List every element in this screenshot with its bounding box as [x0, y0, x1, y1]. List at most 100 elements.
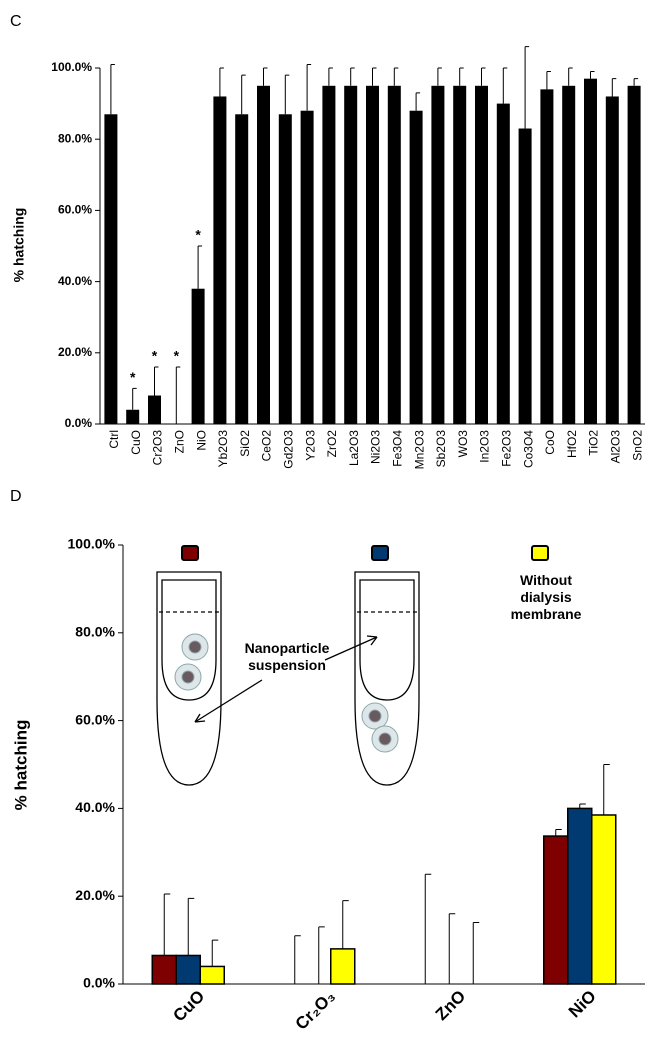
y-tick-label: 60.0% — [58, 203, 92, 217]
error-bar — [187, 897, 195, 956]
x-tick-label: Y2O3 — [303, 430, 317, 461]
error-bar — [568, 67, 573, 86]
membrane — [359, 579, 415, 701]
bar — [584, 78, 597, 425]
y-tick-label: 60.0% — [75, 711, 115, 727]
embryo-core — [368, 709, 382, 723]
bar — [213, 96, 227, 424]
x-tick-label: CeO2 — [260, 430, 274, 462]
significance-marker: * — [195, 227, 201, 243]
x-tick-label: Mn2O3 — [412, 430, 426, 470]
tube — [354, 571, 420, 786]
tube — [156, 571, 222, 786]
error-bar — [603, 764, 610, 815]
x-tick-label: HfO2 — [565, 430, 579, 458]
y-axis-title: % hatching — [11, 720, 30, 811]
error-bar — [350, 67, 355, 86]
embryo-core — [188, 640, 202, 654]
error-bar — [175, 366, 181, 424]
membrane — [161, 579, 217, 701]
error-bar — [590, 71, 595, 79]
significance-marker: * — [174, 348, 180, 364]
x-tick-label: Al2O3 — [608, 430, 622, 464]
x-tick-label: CoO — [543, 430, 557, 455]
arrow — [194, 679, 263, 723]
bar — [126, 409, 140, 424]
error-bar — [294, 935, 301, 984]
error-bar — [110, 63, 115, 115]
panel-label: D — [10, 488, 22, 505]
x-tick-label: SiO2 — [238, 430, 252, 457]
bar — [235, 114, 249, 424]
bar — [540, 89, 554, 425]
bar — [199, 965, 225, 985]
x-tick-label: Ni2O3 — [369, 430, 383, 464]
error-bar — [372, 67, 377, 86]
panel-label: C — [10, 13, 22, 30]
error-bar — [263, 67, 268, 86]
bar — [431, 85, 445, 425]
x-tick-label: ZnO — [172, 430, 186, 453]
error-bar — [219, 67, 224, 97]
error-bar — [472, 922, 480, 984]
embryos — [174, 633, 399, 753]
significance-marker: * — [152, 348, 158, 364]
bar — [409, 110, 423, 424]
x-tick-label: Gd2O3 — [281, 430, 295, 469]
error-bar — [424, 873, 432, 984]
bar — [627, 85, 641, 425]
error-bar — [437, 67, 442, 86]
y-tick-label: 100.0% — [51, 60, 92, 74]
error-bar — [524, 46, 530, 129]
bar — [453, 85, 467, 425]
error-bar — [154, 366, 159, 396]
legend-swatch — [531, 545, 549, 561]
embryo-core — [181, 670, 195, 684]
error-bar — [459, 67, 464, 86]
x-tick-label: TiO2 — [587, 430, 601, 456]
error-bar — [328, 67, 333, 86]
x-tick-label: NiO — [565, 987, 600, 1022]
bar — [300, 110, 314, 424]
bar — [366, 85, 379, 425]
error-bar — [163, 893, 171, 956]
error-bar — [284, 74, 290, 115]
error-bar — [211, 939, 219, 967]
x-tick-label: In2O3 — [478, 430, 492, 463]
bar — [518, 128, 532, 424]
error-bar — [318, 926, 325, 984]
y-tick-label: 0.0% — [83, 975, 115, 991]
arrow-head — [366, 635, 378, 646]
bar — [567, 807, 593, 985]
error-bar — [448, 913, 456, 984]
error-bar — [306, 63, 312, 111]
embryo-core — [378, 732, 392, 746]
error-bar — [633, 78, 639, 86]
error-bar — [546, 71, 551, 90]
x-tick-label: Cr₂O₃ — [292, 987, 339, 1034]
error-bar — [415, 92, 421, 111]
y-tick-label: 80.0% — [75, 624, 115, 640]
arrow-head — [194, 713, 206, 723]
bar — [475, 85, 488, 425]
x-tick-label: CuO — [129, 430, 143, 455]
bar — [591, 814, 617, 985]
x-tick-label: Sb2O3 — [434, 430, 448, 468]
x-tick-label: Fe2O3 — [499, 430, 513, 467]
x-tick-label: La2O3 — [347, 430, 361, 466]
y-tick-label: 20.0% — [75, 887, 115, 903]
significance-marker: * — [130, 369, 136, 385]
x-tick-label: Cr2O3 — [151, 430, 165, 466]
bar — [322, 85, 336, 425]
y-tick-label: 100.0% — [68, 536, 116, 552]
x-tick-label: NiO — [194, 430, 208, 451]
y-axis-title: % hatching — [11, 208, 27, 283]
bar — [543, 835, 569, 985]
bar — [151, 954, 177, 985]
bar — [191, 288, 205, 424]
tube-illustrations — [156, 571, 420, 786]
x-tick-label: Yb2O3 — [216, 430, 230, 468]
error-bar — [555, 828, 562, 837]
